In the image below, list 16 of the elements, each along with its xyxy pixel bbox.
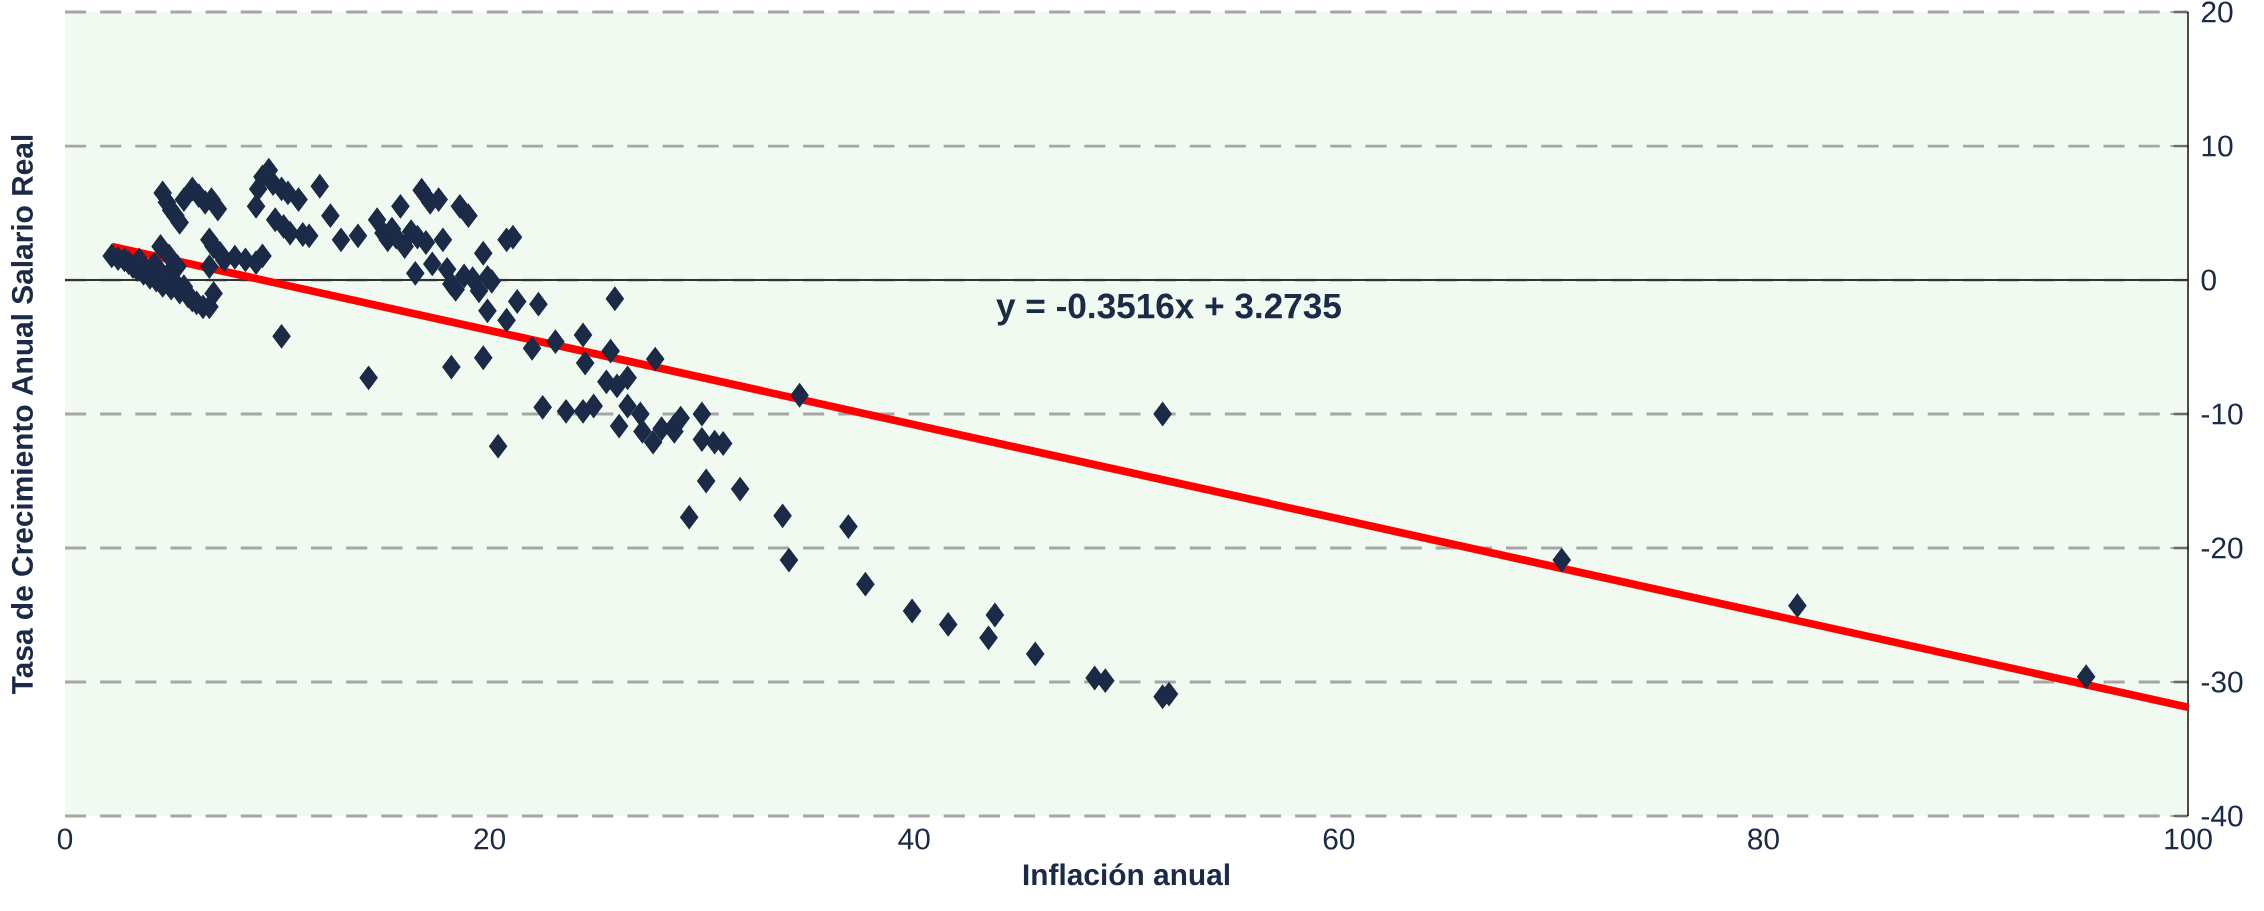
- x-tick-label: 100: [2165, 828, 2212, 850]
- x-tick-label: 0: [57, 828, 73, 850]
- x-axis-title: Inflación anual: [1023, 863, 1229, 886]
- y-tick-label: -40: [2201, 805, 2243, 827]
- y-axis-title: Tasa de Crecimiento Anual Salario Real: [11, 135, 33, 694]
- y-tick-label: -30: [2201, 671, 2243, 693]
- x-tick-label: 60: [1323, 828, 1355, 850]
- x-tick-label: 40: [898, 828, 930, 850]
- y-tick-label: -10: [2201, 403, 2243, 425]
- x-tick-label: 80: [1748, 828, 1779, 850]
- annotation: y = -0.3516x + 3.2735: [996, 293, 1341, 326]
- x-tick-label: 20: [474, 828, 506, 850]
- y-tick-label: 20: [2201, 1, 2233, 23]
- y-tick-label: 0: [2201, 269, 2216, 291]
- y-tick-label: -20: [2201, 537, 2243, 559]
- y-tick-label: 10: [2202, 135, 2233, 157]
